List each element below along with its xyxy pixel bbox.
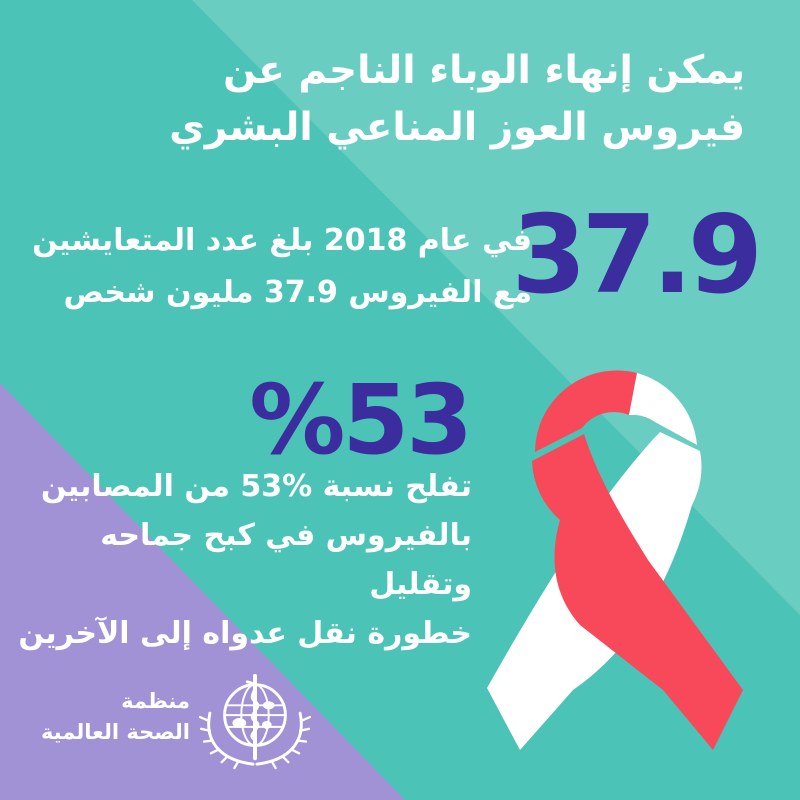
- ribbon-red-band: [532, 434, 743, 750]
- org-name-line-1: منظمة: [121, 689, 190, 713]
- stat-37-9-caption: في عام 2018 بلغ عدد المتعايشين مع الفيرو…: [32, 215, 532, 319]
- page-title: يمكن إنهاء الوباء الناجم عن فيروس العوز …: [169, 42, 746, 156]
- stat-53-number: %53: [249, 364, 473, 476]
- title-line-2: فيروس العوز المناعي البشري: [169, 105, 746, 150]
- stat-53-caption: تفلح نسبة %53 من المصابين بالفيروس في كب…: [0, 462, 472, 658]
- serpent-icon: [245, 680, 260, 740]
- stat-37-9-number: 37.9: [511, 193, 763, 318]
- stat-53-caption-line-3: خطورة نقل عدواه إلى الآخرين: [18, 616, 472, 651]
- org-name: منظمة الصحة العالمية: [41, 686, 190, 748]
- ribbon-loop-white: [629, 373, 697, 445]
- stat-53-caption-line-2: بالفيروس في كبح جماحه وتقليل: [100, 518, 472, 602]
- ribbon-loop-red: [535, 370, 637, 452]
- globe-continents: [232, 701, 275, 729]
- stat-37-9-caption-line-2: مع الفيروس 37.9 مليون شخص: [63, 275, 532, 310]
- purple-corner-triangle: [0, 383, 405, 800]
- laurel-leaves: [198, 715, 312, 770]
- stat-37-9-caption-line-1: في عام 2018 بلغ عدد المتعايشين: [32, 223, 532, 258]
- aids-ribbon-icon: [487, 370, 743, 750]
- org-name-line-2: الصحة العالمية: [40, 720, 190, 744]
- stat-53-caption-line-1: تفلح نسبة %53 من المصابين: [40, 469, 472, 504]
- title-line-1: يمكن إنهاء الوباء الناجم عن: [223, 48, 746, 93]
- who-emblem-icon: [198, 673, 312, 770]
